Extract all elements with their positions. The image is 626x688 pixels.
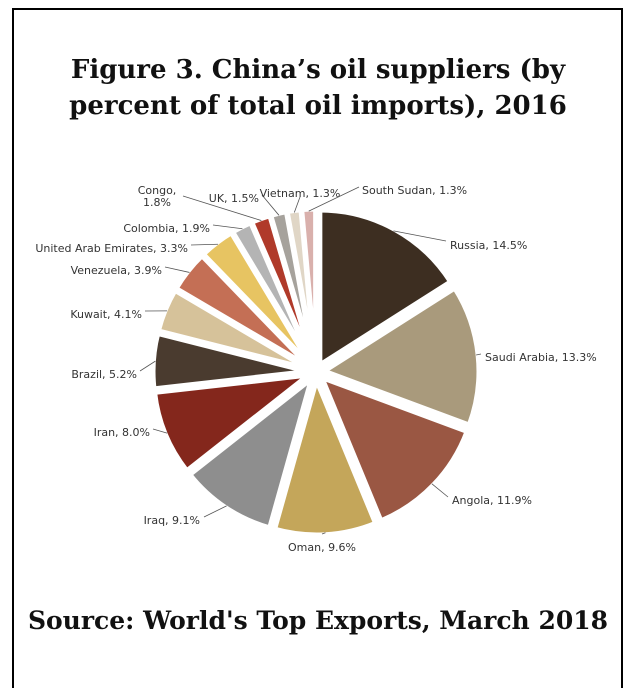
leader-line — [165, 267, 189, 272]
slice-label: Brazil, 5.2% — [71, 368, 137, 381]
slice-label: Angola, 11.9% — [452, 494, 532, 507]
slice-label: South Sudan, 1.3% — [362, 184, 467, 197]
slice-label: United Arab Emirates, 3.3% — [35, 242, 188, 255]
slice-label: Kuwait, 4.1% — [70, 308, 142, 321]
slice-label: Vietnam, 1.3% — [260, 187, 341, 200]
slice-label: Iraq, 9.1% — [144, 514, 200, 527]
slice-label: Russia, 14.5% — [450, 239, 527, 252]
slice-label: Saudi Arabia, 13.3% — [485, 351, 597, 364]
source-note: Source: World's Top Exports, March 2018 — [14, 603, 622, 639]
slice-label: Oman, 9.6% — [288, 541, 356, 554]
slice-label: Congo,1.8% — [138, 184, 177, 209]
leader-line — [204, 506, 227, 517]
slice-label: Venezuela, 3.9% — [71, 264, 162, 277]
leader-line — [432, 484, 448, 497]
slice-label: UK, 1.5% — [209, 192, 259, 205]
slice-label: Iran, 8.0% — [94, 426, 150, 439]
slice-label: Colombia, 1.9% — [123, 222, 210, 235]
